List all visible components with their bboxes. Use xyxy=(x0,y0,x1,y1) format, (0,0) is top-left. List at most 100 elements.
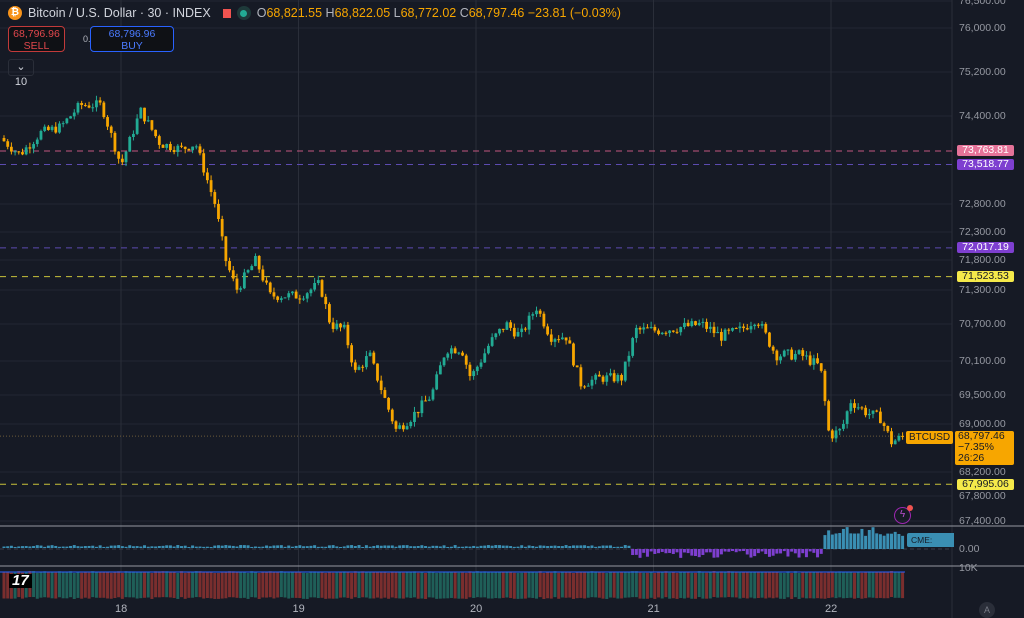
candle xyxy=(627,355,631,362)
cme-bar xyxy=(294,545,298,548)
volume-bar xyxy=(889,571,893,598)
volume-bar xyxy=(191,571,195,598)
candle xyxy=(631,338,635,356)
cme-bar xyxy=(327,545,331,548)
volume-bar xyxy=(32,571,36,598)
cme-bar xyxy=(549,545,553,548)
candle xyxy=(771,346,775,351)
candle xyxy=(58,123,61,133)
level-price-tag[interactable]: 72,017.19 xyxy=(957,242,1014,254)
flag-icon[interactable] xyxy=(222,8,231,18)
symbol-title[interactable]: Bitcoin / U.S. Dollar · 30 · INDEX xyxy=(28,6,211,20)
tradingview-logo[interactable]: 17 xyxy=(9,573,32,588)
cme-bar xyxy=(17,546,21,548)
volume-bar xyxy=(124,571,128,598)
volume-bar xyxy=(671,572,675,599)
cme-bar xyxy=(542,545,546,548)
cme-bar xyxy=(216,545,220,548)
candle xyxy=(46,126,50,130)
volume-bar xyxy=(468,571,472,598)
volume-bar xyxy=(645,572,649,599)
volume-bar xyxy=(616,572,620,599)
market-status-icon[interactable] xyxy=(236,6,251,20)
volume-bar xyxy=(505,571,509,598)
auto-scale-button[interactable]: A xyxy=(979,602,995,618)
candle xyxy=(475,366,479,372)
candle xyxy=(505,322,509,330)
cme-bar xyxy=(342,546,346,548)
cme-bar xyxy=(520,545,524,548)
cme-bar xyxy=(623,545,627,548)
indicators-collapse-button[interactable]: ⌄ 10 xyxy=(8,59,34,88)
cme-bar xyxy=(790,549,794,552)
candle xyxy=(668,330,672,334)
candle xyxy=(705,321,709,329)
cme-bar xyxy=(719,549,723,555)
volume-bar xyxy=(701,572,705,599)
volume-bar xyxy=(542,572,546,599)
cme-label: CME: 1.96% xyxy=(907,533,954,547)
candle xyxy=(202,153,206,173)
level-price-tag[interactable]: 73,763.81 xyxy=(957,145,1014,157)
candle xyxy=(886,425,890,432)
time-tick: 21 xyxy=(647,603,660,615)
volume-bar xyxy=(216,572,220,599)
cme-bar xyxy=(860,528,864,549)
level-price-tag[interactable]: 73,518.77 xyxy=(957,158,1014,170)
volume-bar xyxy=(220,572,224,599)
cme-bar xyxy=(368,546,372,548)
candle xyxy=(109,126,113,133)
cme-bar xyxy=(849,533,853,549)
price-tick: 69,000.00 xyxy=(959,418,1006,430)
volume-bar xyxy=(564,571,568,598)
cme-bar xyxy=(283,546,287,548)
volume-bar xyxy=(290,571,294,598)
candle xyxy=(83,105,87,107)
volume-bar xyxy=(316,572,320,599)
cme-bar xyxy=(194,546,198,548)
candle xyxy=(890,431,893,445)
cme-bar xyxy=(838,533,842,549)
candle xyxy=(864,407,868,416)
cme-bar xyxy=(716,549,720,558)
volume-bar xyxy=(634,571,638,598)
cme-bar xyxy=(205,546,209,548)
candle xyxy=(538,310,542,314)
candle xyxy=(124,151,128,163)
candle xyxy=(597,374,601,377)
candle xyxy=(21,152,24,155)
cme-bar xyxy=(660,549,664,552)
volume-bar xyxy=(512,572,516,599)
cme-bar xyxy=(191,545,195,548)
candle xyxy=(76,102,80,113)
cme-bar xyxy=(161,545,165,548)
buy-button[interactable]: 68,796.96 BUY xyxy=(90,26,174,52)
candle xyxy=(117,151,121,159)
candle xyxy=(183,146,187,149)
cme-bar xyxy=(246,545,250,548)
volume-bar xyxy=(91,571,95,598)
lightning-alert-icon[interactable]: ϟ xyxy=(894,505,913,524)
candle xyxy=(524,328,527,330)
candle xyxy=(712,326,716,334)
sell-button[interactable]: 68,796.96 SELL xyxy=(8,26,65,52)
volume-bar xyxy=(638,572,642,599)
cme-bar xyxy=(742,549,746,552)
cme-bar xyxy=(590,545,594,548)
volume-bar xyxy=(579,571,583,598)
cme-bar xyxy=(786,549,790,557)
cme-bar xyxy=(583,545,587,548)
candle xyxy=(686,322,690,326)
volume-bar xyxy=(157,571,161,598)
level-price-tag[interactable]: 71,523.53 xyxy=(957,271,1014,283)
candle xyxy=(853,403,856,408)
volume-bar xyxy=(246,572,250,599)
candle xyxy=(572,343,575,366)
volume-bar xyxy=(457,572,461,599)
cme-bar xyxy=(686,549,690,554)
cme-bar xyxy=(320,546,324,548)
level-price-tag[interactable]: 67,995.06 xyxy=(957,478,1014,490)
candle xyxy=(50,126,54,130)
cme-bar xyxy=(228,545,232,548)
